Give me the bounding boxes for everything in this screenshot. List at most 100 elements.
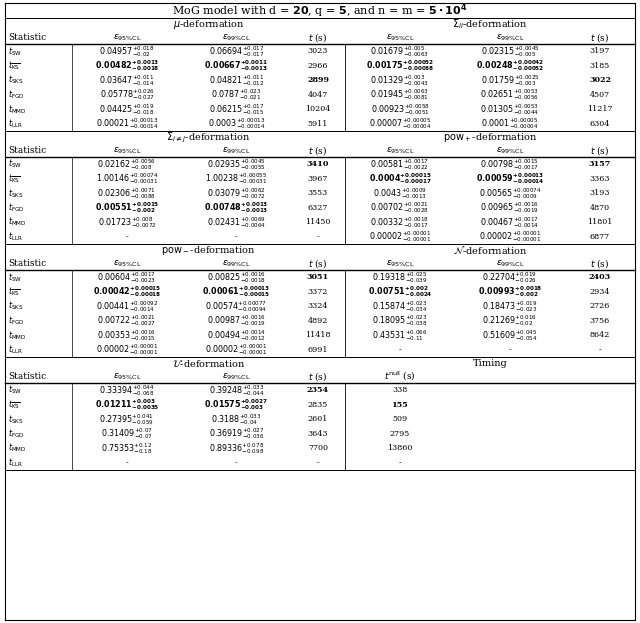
Text: $0.0003^{+0.00013}_{-0.00014}$: $0.0003^{+0.00013}_{-0.00014}$ bbox=[208, 117, 266, 131]
Text: 8642: 8642 bbox=[590, 331, 610, 340]
Text: $\mathbf{0.0004}^{\mathbf{+0.00015}}_{\mathbf{-0.00017}}$: $\mathbf{0.0004}^{\mathbf{+0.00015}}_{\m… bbox=[369, 171, 431, 186]
Text: 6304: 6304 bbox=[590, 120, 610, 128]
Text: $0.00825^{+0.0016}_{-0.0018}$: $0.00825^{+0.0016}_{-0.0018}$ bbox=[207, 270, 266, 285]
Text: Statistic: Statistic bbox=[8, 146, 46, 155]
Text: $\mathbf{0.00248}^{\mathbf{+0.00042}}_{\mathbf{-0.00052}}$: $\mathbf{0.00248}^{\mathbf{+0.00042}}_{\… bbox=[476, 59, 544, 73]
Text: $0.39248^{+0.033}_{-0.044}$: $0.39248^{+0.033}_{-0.044}$ bbox=[209, 383, 264, 397]
Text: 3410: 3410 bbox=[307, 160, 329, 168]
Text: $0.15874^{+0.023}_{-0.034}$: $0.15874^{+0.023}_{-0.034}$ bbox=[372, 299, 428, 314]
Text: $0.01329^{+0.003}_{-0.0043}$: $0.01329^{+0.003}_{-0.0043}$ bbox=[371, 73, 429, 88]
Text: $\epsilon_{99\%\mathrm{CL}}$: $\epsilon_{99\%\mathrm{CL}}$ bbox=[495, 32, 524, 43]
Text: $0.06215^{+0.017}_{-0.015}$: $0.06215^{+0.017}_{-0.015}$ bbox=[209, 102, 264, 117]
Text: $0.43531^{+0.066}_{-0.11}$: $0.43531^{+0.066}_{-0.11}$ bbox=[372, 328, 428, 343]
Text: $\epsilon_{99\%\mathrm{CL}}$: $\epsilon_{99\%\mathrm{CL}}$ bbox=[495, 259, 524, 269]
Text: $0.00002^{+0.00001}_{-0.00001}$: $0.00002^{+0.00001}_{-0.00001}$ bbox=[369, 229, 431, 244]
Text: $0.00798^{+0.0015}_{-0.0017}$: $0.00798^{+0.0015}_{-0.0017}$ bbox=[481, 157, 540, 172]
Text: $t_\mathrm{MMD}$: $t_\mathrm{MMD}$ bbox=[8, 329, 27, 341]
Text: $\epsilon_{95\%\mathrm{CL}}$: $\epsilon_{95\%\mathrm{CL}}$ bbox=[113, 145, 141, 156]
Text: $t$ (s): $t$ (s) bbox=[308, 257, 328, 270]
Text: $t_\mathrm{LLR}$: $t_\mathrm{LLR}$ bbox=[8, 118, 23, 130]
Text: $0.00494^{+0.0014}_{-0.0012}$: $0.00494^{+0.0014}_{-0.0012}$ bbox=[207, 328, 266, 343]
Text: $t_{\overline{\mathrm{KS}}}$: $t_{\overline{\mathrm{KS}}}$ bbox=[8, 399, 20, 411]
Text: $0.00965^{+0.0016}_{-0.0019}$: $0.00965^{+0.0016}_{-0.0019}$ bbox=[481, 201, 540, 215]
Text: $t_\mathrm{MMD}$: $t_\mathrm{MMD}$ bbox=[8, 103, 27, 115]
Text: 3051: 3051 bbox=[307, 273, 329, 281]
Text: 2899: 2899 bbox=[307, 76, 329, 84]
Text: $\epsilon_{95\%\mathrm{CL}}$: $\epsilon_{95\%\mathrm{CL}}$ bbox=[386, 259, 414, 269]
Text: 11418: 11418 bbox=[305, 331, 331, 340]
Text: $\epsilon_{95\%\mathrm{CL}}$: $\epsilon_{95\%\mathrm{CL}}$ bbox=[113, 259, 141, 269]
Text: $t_\mathrm{MMD}$: $t_\mathrm{MMD}$ bbox=[8, 216, 27, 229]
Text: $0.00332^{+0.0018}_{-0.0017}$: $0.00332^{+0.0018}_{-0.0017}$ bbox=[371, 215, 429, 230]
Text: -: - bbox=[317, 459, 319, 467]
Text: $0.0001^{+0.00005}_{-0.00004}$: $0.0001^{+0.00005}_{-0.00004}$ bbox=[481, 117, 539, 131]
Text: $0.00923^{+0.0058}_{-0.0051}$: $0.00923^{+0.0058}_{-0.0051}$ bbox=[371, 102, 429, 117]
Text: $0.18095^{+0.023}_{-0.038}$: $0.18095^{+0.023}_{-0.038}$ bbox=[372, 313, 428, 328]
Text: $0.27395^{+0.041}_{-0.059}$: $0.27395^{+0.041}_{-0.059}$ bbox=[99, 412, 154, 427]
Text: 3756: 3756 bbox=[590, 316, 610, 325]
Text: $0.00441^{+0.00092}_{-0.0014}$: $0.00441^{+0.00092}_{-0.0014}$ bbox=[96, 299, 158, 314]
Text: $t_{\overline{\mathrm{KS}}}$: $t_{\overline{\mathrm{KS}}}$ bbox=[8, 60, 20, 72]
Text: 2354: 2354 bbox=[307, 386, 329, 394]
Text: $\epsilon_{95\%\mathrm{CL}}$: $\epsilon_{95\%\mathrm{CL}}$ bbox=[113, 32, 141, 43]
Text: $0.02651^{+0.0053}_{-0.0056}$: $0.02651^{+0.0053}_{-0.0056}$ bbox=[481, 87, 540, 102]
Text: 3185: 3185 bbox=[590, 62, 610, 70]
Text: $0.04957^{+0.018}_{-0.02}$: $0.04957^{+0.018}_{-0.02}$ bbox=[99, 44, 155, 59]
Text: $\epsilon_{99\%\mathrm{CL}}$: $\epsilon_{99\%\mathrm{CL}}$ bbox=[222, 145, 251, 156]
Text: 2835: 2835 bbox=[308, 401, 328, 409]
Text: $0.00604^{+0.0017}_{-0.0023}$: $0.00604^{+0.0017}_{-0.0023}$ bbox=[97, 270, 157, 285]
Text: $\epsilon_{99\%\mathrm{CL}}$: $\epsilon_{99\%\mathrm{CL}}$ bbox=[222, 371, 251, 382]
Text: $t_\mathrm{SKS}$: $t_\mathrm{SKS}$ bbox=[8, 413, 24, 426]
Text: $t$ (s): $t$ (s) bbox=[308, 370, 328, 383]
Text: $0.01723^{+0.008}_{-0.0072}$: $0.01723^{+0.008}_{-0.0072}$ bbox=[97, 215, 156, 230]
Text: 6991: 6991 bbox=[308, 346, 328, 354]
Text: $0.19318^{+0.025}_{-0.039}$: $0.19318^{+0.025}_{-0.039}$ bbox=[372, 270, 428, 285]
Text: $t_\mathrm{LLR}$: $t_\mathrm{LLR}$ bbox=[8, 343, 23, 356]
Text: $0.01305^{+0.0053}_{-0.0044}$: $0.01305^{+0.0053}_{-0.0044}$ bbox=[481, 102, 540, 117]
Text: 2403: 2403 bbox=[589, 273, 611, 281]
Text: $0.36919^{+0.027}_{-0.036}$: $0.36919^{+0.027}_{-0.036}$ bbox=[209, 426, 264, 441]
Text: 11217: 11217 bbox=[588, 105, 612, 113]
Text: 4047: 4047 bbox=[308, 91, 328, 99]
Text: -: - bbox=[235, 459, 238, 467]
Text: $t_\mathrm{MMD}$: $t_\mathrm{MMD}$ bbox=[8, 442, 27, 455]
Text: $\mathbf{0.00061}^{\mathbf{+0.00013}}_{\mathbf{-0.00015}}$: $\mathbf{0.00061}^{\mathbf{+0.00013}}_{\… bbox=[202, 284, 271, 299]
Text: 338: 338 bbox=[392, 386, 408, 394]
Text: $0.02431^{+0.0069}_{-0.0064}$: $0.02431^{+0.0069}_{-0.0064}$ bbox=[207, 215, 266, 230]
Text: -: - bbox=[235, 233, 238, 240]
Text: $\mathbf{0.01575}^{\mathbf{+0.0027}}_{\mathbf{-0.003}}$: $\mathbf{0.01575}^{\mathbf{+0.0027}}_{\m… bbox=[204, 397, 269, 412]
Text: $0.00574^{+0.00077}_{-0.00094}$: $0.00574^{+0.00077}_{-0.00094}$ bbox=[205, 299, 268, 314]
Text: $0.31409^{+0.07}_{-0.07}$: $0.31409^{+0.07}_{-0.07}$ bbox=[101, 426, 153, 441]
Text: 11801: 11801 bbox=[588, 218, 612, 226]
Text: $0.33394^{+0.044}_{-0.068}$: $0.33394^{+0.044}_{-0.068}$ bbox=[99, 383, 155, 397]
Text: $\mathbf{0.00175}^{\mathbf{+0.00052}}_{\mathbf{-0.00068}}$: $\mathbf{0.00175}^{\mathbf{+0.00052}}_{\… bbox=[366, 59, 434, 73]
Text: $t_\mathrm{FGD}$: $t_\mathrm{FGD}$ bbox=[8, 88, 24, 101]
Text: Statistic: Statistic bbox=[8, 372, 46, 381]
Text: 13860: 13860 bbox=[387, 444, 413, 452]
Text: $0.0787^{+0.023}_{-0.021}$: $0.0787^{+0.023}_{-0.021}$ bbox=[211, 87, 262, 102]
Text: $0.02306^{+0.0071}_{-0.0088}$: $0.02306^{+0.0071}_{-0.0088}$ bbox=[97, 186, 157, 201]
Text: -: - bbox=[399, 459, 401, 467]
Text: 3967: 3967 bbox=[308, 174, 328, 183]
Text: $0.0043^{+0.0009}_{-0.0013}$: $0.0043^{+0.0009}_{-0.0013}$ bbox=[373, 186, 427, 201]
Text: $t_\mathrm{FGD}$: $t_\mathrm{FGD}$ bbox=[8, 201, 24, 214]
Text: $t$ (s): $t$ (s) bbox=[308, 31, 328, 44]
Text: $1.00238^{+0.00055}_{-0.00031}$: $1.00238^{+0.00055}_{-0.00031}$ bbox=[205, 171, 268, 186]
Text: $0.21269^{+0.016}_{-0.02}$: $0.21269^{+0.016}_{-0.02}$ bbox=[483, 313, 538, 328]
Text: $\mathbf{0.00482}^{\mathbf{+0.0013}}_{\mathbf{-0.0018}}$: $\mathbf{0.00482}^{\mathbf{+0.0013}}_{\m… bbox=[95, 59, 159, 73]
Text: $0.04425^{+0.019}_{-0.018}$: $0.04425^{+0.019}_{-0.018}$ bbox=[99, 102, 155, 117]
Text: $0.00702^{+0.0021}_{-0.0028}$: $0.00702^{+0.0021}_{-0.0028}$ bbox=[371, 201, 429, 215]
Text: Statistic: Statistic bbox=[8, 259, 46, 268]
Text: -: - bbox=[125, 233, 129, 240]
Text: $\epsilon_{99\%\mathrm{CL}}$: $\epsilon_{99\%\mathrm{CL}}$ bbox=[495, 145, 524, 156]
Text: $\mathrm{pow}_+$-deformation: $\mathrm{pow}_+$-deformation bbox=[443, 131, 537, 144]
Text: $0.02162^{+0.0056}_{-0.008}$: $0.02162^{+0.0056}_{-0.008}$ bbox=[97, 157, 157, 172]
Text: -: - bbox=[598, 346, 602, 354]
Text: 3372: 3372 bbox=[308, 288, 328, 296]
Text: 3197: 3197 bbox=[590, 47, 610, 55]
Text: -: - bbox=[317, 233, 319, 240]
Text: 4870: 4870 bbox=[590, 204, 610, 212]
Text: $\epsilon_{95\%\mathrm{CL}}$: $\epsilon_{95\%\mathrm{CL}}$ bbox=[113, 371, 141, 382]
Text: 3324: 3324 bbox=[308, 302, 328, 310]
Text: -: - bbox=[125, 459, 129, 467]
